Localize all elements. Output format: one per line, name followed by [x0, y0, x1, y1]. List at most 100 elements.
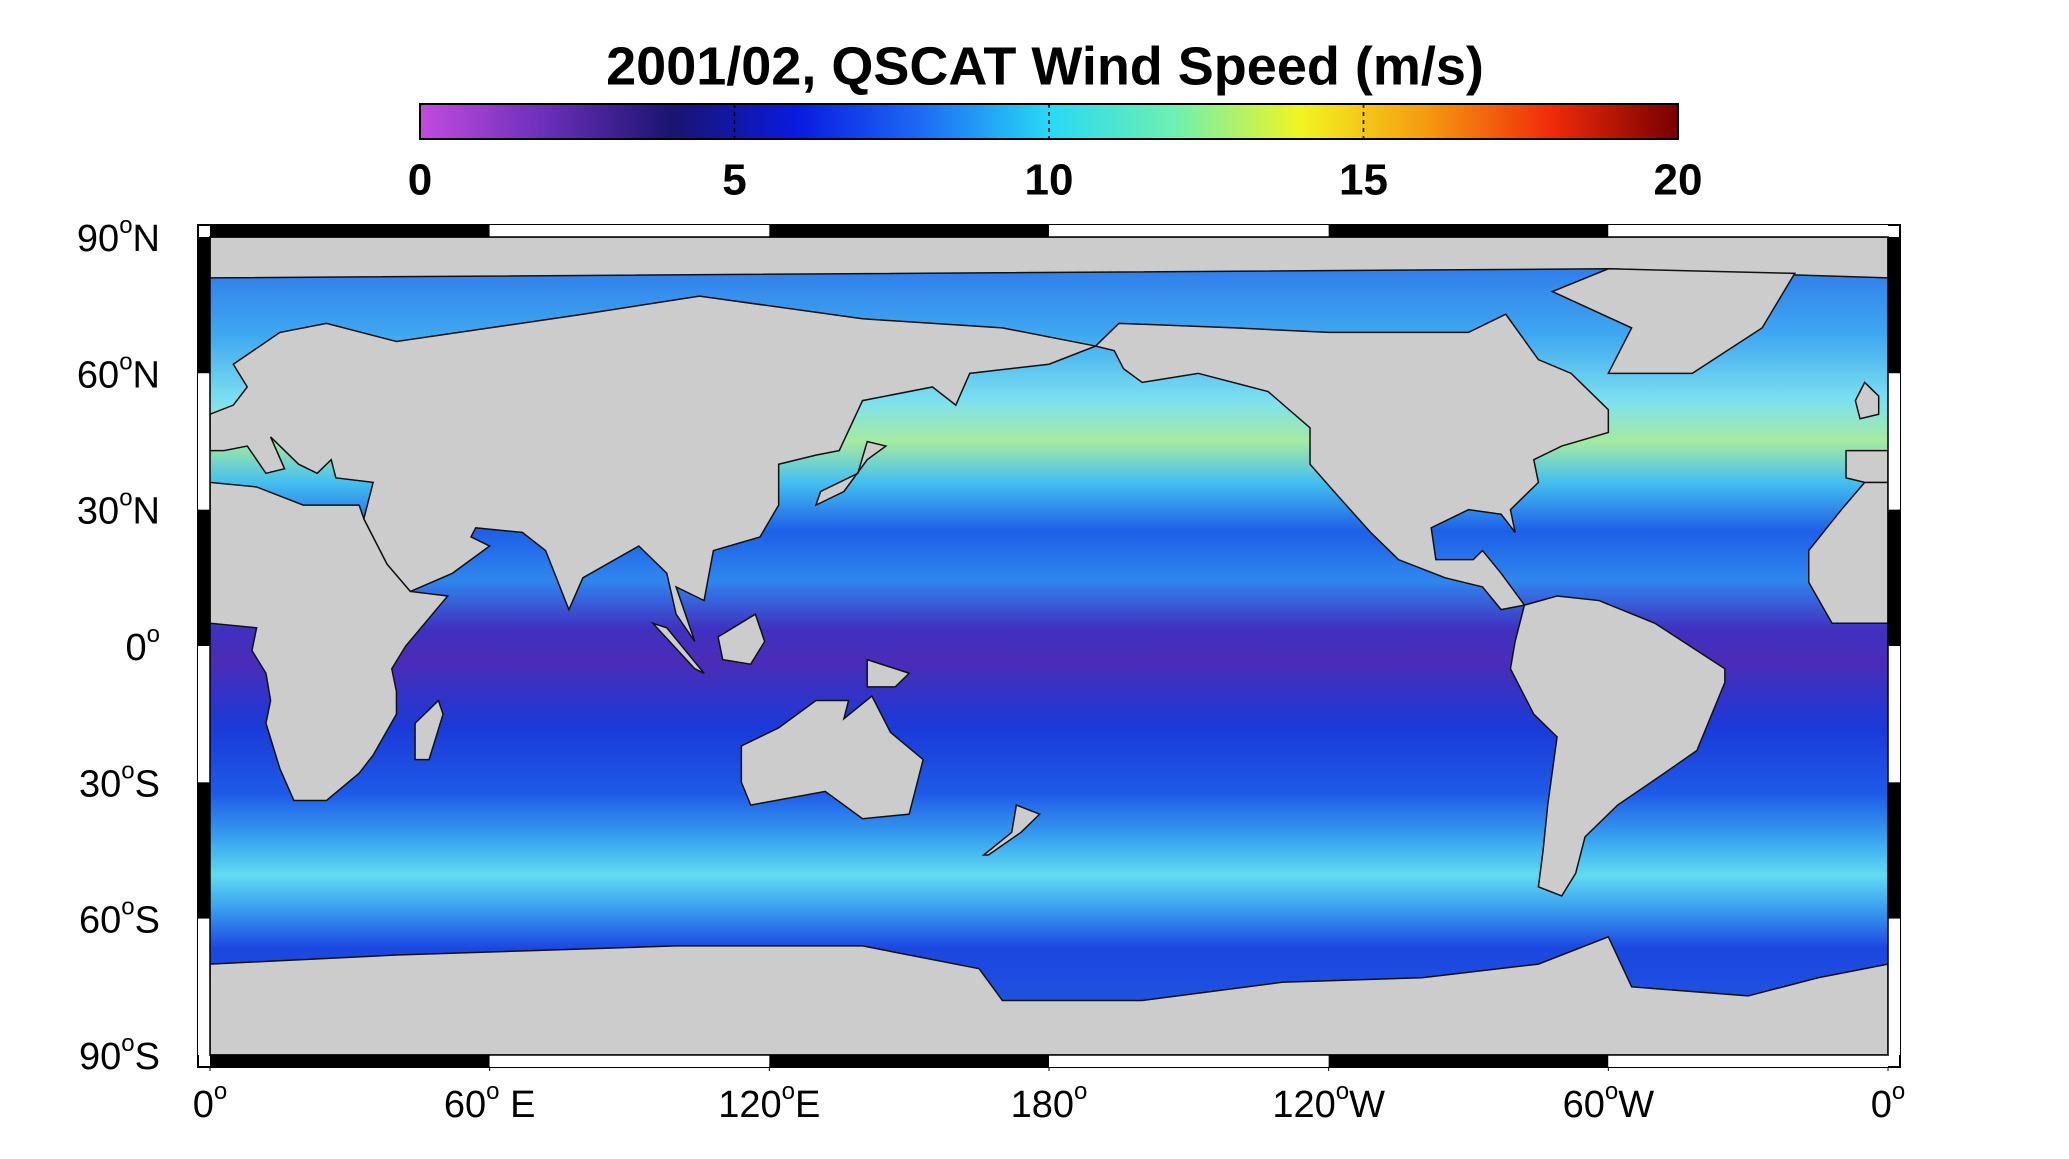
lat-label: 90oS: [79, 1030, 160, 1078]
frame-inner: [209, 236, 1889, 1056]
label-part: 30: [77, 491, 119, 533]
colorbar-tick-label: 20: [1654, 156, 1703, 205]
label-part: N: [133, 354, 160, 396]
lon-label: 0o: [1871, 1078, 1906, 1126]
frame-bar: [198, 646, 210, 783]
colorbar-tick-label: 0: [408, 156, 432, 205]
degree-sign: o: [1336, 1078, 1349, 1105]
frame-bar: [769, 1055, 1049, 1067]
landmass: [814, 440, 888, 507]
frame-bar: [1049, 1055, 1329, 1067]
frame-bar: [198, 918, 210, 1055]
frame-bar: [198, 509, 210, 646]
colorbar-tick-label: 15: [1339, 156, 1388, 205]
label-part: 0: [193, 1084, 214, 1126]
landmass: [1808, 481, 1889, 625]
landmass: [209, 295, 1099, 642]
degree-sign: o: [119, 212, 132, 239]
frame-bar: [1888, 373, 1900, 510]
label-part: 60: [79, 900, 121, 942]
degree-sign: o: [1892, 1078, 1905, 1105]
lat-label: 0o: [126, 621, 161, 669]
frame-bar: [198, 373, 210, 510]
landmass: [740, 694, 924, 820]
degree-sign: o: [121, 758, 134, 785]
map-area: [209, 236, 1889, 1056]
label-part: W: [1349, 1084, 1385, 1126]
frame-bar: [1888, 509, 1900, 646]
landmass: [1854, 381, 1880, 420]
label-part: 120: [718, 1084, 781, 1126]
frame-bar: [489, 1055, 770, 1067]
label-part: 120: [1272, 1084, 1335, 1126]
lon-label: 120oE: [718, 1078, 820, 1126]
frame-bar: [1888, 237, 1900, 374]
lon-label: 120oW: [1272, 1078, 1385, 1126]
label-part: N: [133, 218, 160, 260]
lat-label: 90oN: [77, 212, 160, 260]
label-part: 0: [126, 627, 147, 669]
degree-sign: o: [214, 1078, 227, 1105]
landmass: [209, 481, 450, 802]
colorbar-tick-label: 5: [722, 156, 746, 205]
lon-label: 60oW: [1563, 1078, 1655, 1126]
frame-bar: [1049, 225, 1329, 237]
label-part: 0: [1871, 1084, 1892, 1126]
degree-sign: o: [1605, 1078, 1618, 1105]
frame-bar: [769, 225, 1049, 237]
frame-bar: [1888, 782, 1900, 919]
label-part: W: [1618, 1084, 1654, 1126]
landmass: [650, 621, 705, 674]
label-part: E: [795, 1084, 820, 1126]
label-part: 30: [79, 763, 121, 805]
lat-label: 30oS: [79, 758, 160, 806]
map-title: 2001/02, QSCAT Wind Speed (m/s): [606, 36, 1484, 96]
label-part: S: [135, 763, 160, 805]
degree-sign: o: [121, 894, 134, 921]
label-part: E: [500, 1084, 536, 1126]
degree-sign: o: [121, 1030, 134, 1057]
lat-label: 30oN: [77, 485, 160, 533]
label-part: 60: [1563, 1084, 1605, 1126]
degree-sign: o: [119, 485, 132, 512]
landmass: [866, 658, 911, 688]
frame-bar: [1328, 225, 1609, 237]
degree-sign: o: [486, 1078, 499, 1105]
degree-sign: o: [782, 1078, 795, 1105]
label-part: 90: [79, 1036, 121, 1078]
frame-bar: [1608, 225, 1888, 237]
frame-bar: [1888, 918, 1900, 1055]
degree-sign: o: [1074, 1078, 1087, 1105]
landmass: [414, 699, 444, 761]
frame-bar: [210, 225, 490, 237]
label-part: 90: [77, 218, 119, 260]
degree-sign: o: [119, 349, 132, 376]
label-part: S: [135, 1036, 160, 1078]
landmass: [981, 804, 1042, 856]
label-part: 180: [1011, 1084, 1074, 1126]
lat-label: 60oS: [79, 894, 160, 942]
frame-bar: [489, 225, 770, 237]
label-part: N: [133, 491, 160, 533]
label-part: 60: [77, 354, 119, 396]
frame-bar: [210, 1055, 490, 1067]
lon-label: 0o: [193, 1078, 228, 1126]
frame-bar: [1328, 1055, 1609, 1067]
degree-sign: o: [147, 621, 160, 648]
colorbar: 0 5 10 15 20: [408, 103, 1703, 205]
frame-bar: [1608, 1055, 1888, 1067]
landmass: [1550, 268, 1797, 375]
lat-label: 60oN: [77, 349, 160, 397]
frame-bar: [1888, 646, 1900, 783]
frame-bar: [198, 237, 210, 374]
frame-bar: [198, 782, 210, 919]
landmass: [1094, 313, 1610, 611]
landmass: [1845, 449, 1889, 484]
colorbar-tick-label: 10: [1025, 156, 1074, 205]
lon-label: 180o: [1011, 1078, 1088, 1126]
lon-label: 60o E: [444, 1078, 536, 1126]
landmass: [717, 613, 766, 665]
label-part: 60: [444, 1084, 486, 1126]
